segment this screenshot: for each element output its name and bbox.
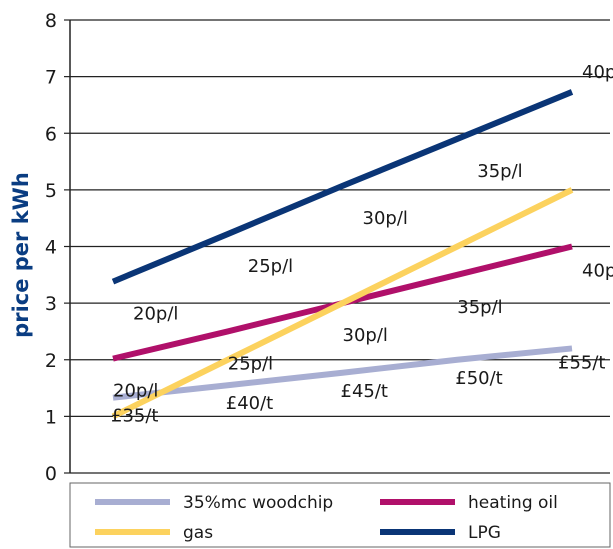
series-lines [111,89,574,420]
data-labels: £35/t £40/t £45/t £50/t £55/t 20p/l 25p/l 30p/l… [111,62,613,427]
y-tick-label: 1 [45,406,57,428]
data-label: 20p/l [113,381,158,402]
data-label: £35/t [111,406,158,427]
data-label: 35p/l [457,297,502,318]
series-line-35-mc-woodchip [112,345,573,401]
y-tick-label: 3 [45,293,57,315]
y-tick-label: 0 [45,463,57,485]
y-axis-ticks: 0 1 2 3 4 5 6 7 8 [45,10,70,485]
y-tick-label: 4 [45,237,57,259]
series-line-gas [111,187,574,420]
data-label: 20p/l [133,304,178,325]
data-label: 30p/l [343,325,388,346]
data-label: 40p/l [582,261,613,282]
legend-box [69,482,611,548]
data-label: 25p/l [228,353,273,374]
y-tick-label: 2 [45,350,57,372]
data-label: £40/t [226,393,273,414]
legend-label: heating oil [468,493,558,513]
data-label: £45/t [341,381,388,402]
data-label: 25p/l [248,256,293,277]
legend-label: 35%mc woodchip [183,493,333,513]
data-label: 35p/l [477,161,522,182]
y-tick-label: 6 [45,123,57,145]
y-axis-label: price per kWh [9,172,33,338]
y-tick-label: 8 [45,10,57,32]
series-line-lpg [111,89,574,285]
y-tick-label: 7 [45,67,57,89]
legend-label: LPG [468,523,501,543]
data-label: 30p/l [363,208,408,229]
legend: 35%mc woodchip heating oil gas LPG [69,482,611,548]
legend-label: gas [183,523,213,543]
data-label: £50/t [455,368,502,389]
data-label: £55/t [558,352,605,373]
data-label: 40p/l [582,62,613,83]
y-tick-label: 5 [45,180,57,202]
